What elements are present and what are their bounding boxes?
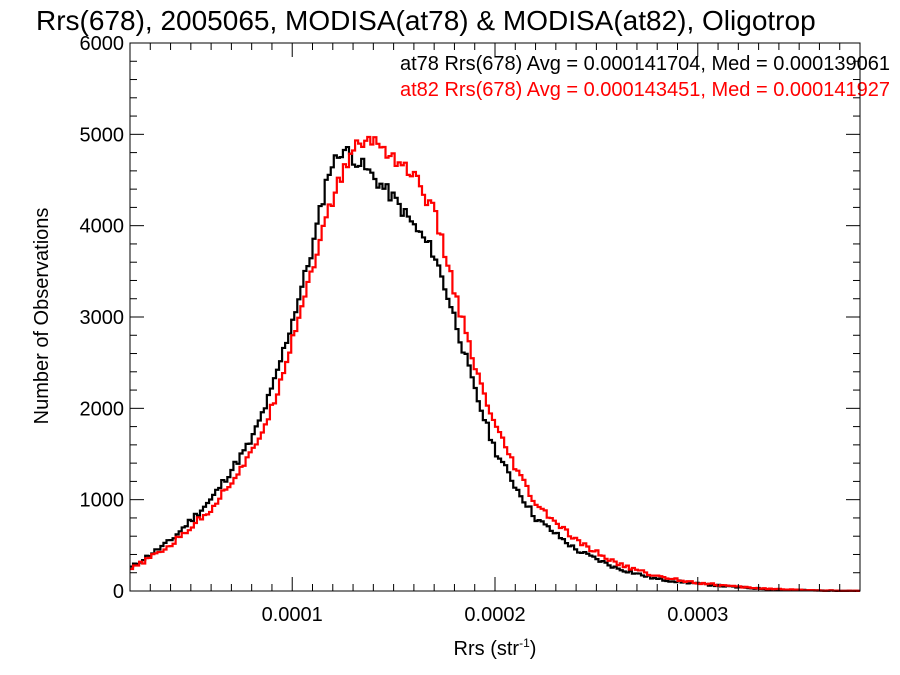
y-tick-label: 3000 bbox=[80, 307, 125, 329]
x-axis-label-close: ) bbox=[530, 638, 537, 660]
x-axis-label: Rrs (str-1) bbox=[454, 636, 537, 660]
x-axis-ticks: 0.0001 0.0002 0.0003 bbox=[149, 43, 861, 626]
x-tick-label: 0.0001 bbox=[262, 604, 323, 626]
x-axis-label-main: Rrs (str bbox=[454, 638, 520, 660]
series-layer bbox=[130, 135, 860, 592]
y-tick-label: 5000 bbox=[80, 124, 125, 146]
y-axis-label: Number of Observations bbox=[31, 208, 53, 425]
y-tick-label: 0 bbox=[113, 581, 124, 603]
y-axis-ticks: 0 1000 2000 3000 4000 5000 6000 bbox=[80, 33, 860, 603]
series-at78 bbox=[130, 145, 860, 592]
y-tick-label: 1000 bbox=[80, 490, 125, 512]
legend-entry-at78: at78 Rrs(678) Avg = 0.000141704, Med = 0… bbox=[400, 53, 890, 75]
x-tick-label: 0.0002 bbox=[464, 604, 525, 626]
y-tick-label: 4000 bbox=[80, 216, 125, 238]
legend-entry-at82: at82 Rrs(678) Avg = 0.000143451, Med = 0… bbox=[400, 79, 890, 101]
y-tick-label: 6000 bbox=[80, 33, 125, 55]
legend: at78 Rrs(678) Avg = 0.000141704, Med = 0… bbox=[400, 53, 890, 101]
y-tick-label: 2000 bbox=[80, 398, 125, 420]
chart-title: Rrs(678), 2005065, MODISA(at78) & MODISA… bbox=[36, 5, 816, 36]
series-at82 bbox=[130, 135, 860, 592]
x-axis-label-superscript: -1 bbox=[519, 636, 530, 650]
x-tick-label: 0.0003 bbox=[667, 604, 728, 626]
plot-frame bbox=[129, 42, 861, 592]
